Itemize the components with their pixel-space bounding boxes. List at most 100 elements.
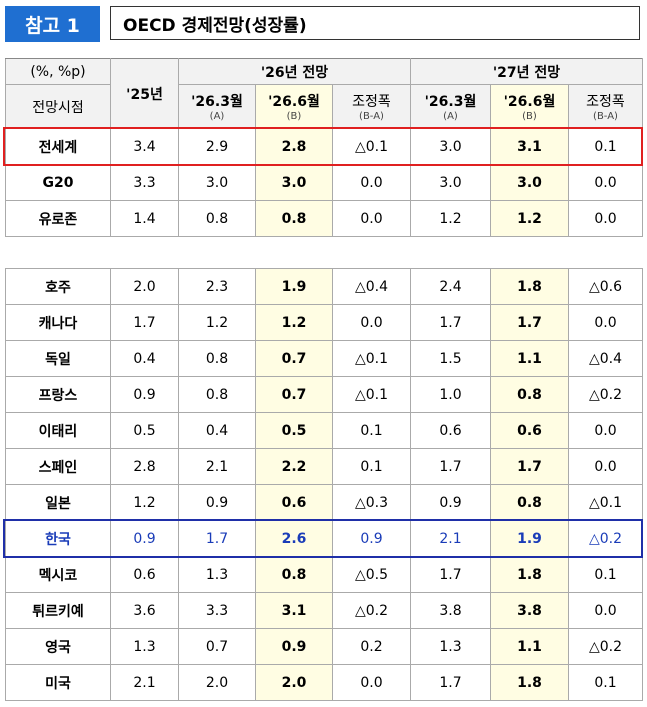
data-row: 영국 1.3 0.7 0.9 0.2 1.3 1.1 △0.2 [5, 628, 643, 665]
cell: 0.4 [110, 340, 179, 377]
cell: 1.3 [110, 628, 179, 665]
cell: 3.3 [110, 164, 179, 201]
cell: 0.5 [255, 412, 333, 449]
cell: 0.9 [410, 484, 491, 521]
row-header: 전망시점 [5, 84, 111, 129]
data-row: 한국 0.9 1.7 2.6 0.9 2.1 1.9 △0.2 [5, 520, 643, 557]
cell: 0.0 [568, 164, 643, 201]
header-row: (%, %p) '25년 '26년 전망 '27년 전망 [5, 58, 643, 129]
cell: △0.4 [332, 268, 411, 305]
cell: 2.8 [255, 128, 333, 165]
col-sub: (B-A) [593, 111, 618, 122]
data-row: 호주 2.0 2.3 1.9 △0.4 2.4 1.8 △0.6 [5, 268, 643, 305]
cell: △0.2 [568, 520, 643, 557]
cell: 3.0 [178, 164, 256, 201]
cell: 2.6 [255, 520, 333, 557]
col-label: '26.3월 [191, 94, 243, 110]
cell: 1.4 [110, 200, 179, 237]
cell: 3.0 [255, 164, 333, 201]
country: 일본 [5, 484, 111, 521]
cell: 1.9 [490, 520, 569, 557]
cell: 0.0 [332, 200, 411, 237]
cell: 0.0 [568, 592, 643, 629]
cell: 1.2 [255, 304, 333, 341]
cell: 1.8 [490, 664, 569, 701]
data-row: 튀르키예 3.6 3.3 3.1 △0.2 3.8 3.8 0.0 [5, 592, 643, 629]
cell: 1.0 [410, 376, 491, 413]
cell: 1.3 [410, 628, 491, 665]
cell: 0.0 [568, 304, 643, 341]
cell: 0.9 [255, 628, 333, 665]
cell: 3.3 [178, 592, 256, 629]
country: 호주 [5, 268, 111, 305]
country: 전세계 [5, 128, 111, 165]
cell: △0.2 [568, 628, 643, 665]
cell: 0.6 [410, 412, 491, 449]
cell: 1.7 [490, 304, 569, 341]
cell: 2.1 [178, 448, 256, 485]
cell: 0.0 [332, 304, 411, 341]
cell: 2.2 [255, 448, 333, 485]
cell: 2.8 [110, 448, 179, 485]
cell: 1.7 [410, 448, 491, 485]
cell: 1.7 [410, 556, 491, 593]
cell: △0.1 [332, 376, 411, 413]
col-label: '26.6월 [268, 94, 320, 110]
col-sub: (A) [443, 111, 458, 122]
cell: 2.0 [255, 664, 333, 701]
cell: 0.5 [110, 412, 179, 449]
cell: 3.0 [490, 164, 569, 201]
cell: △0.3 [332, 484, 411, 521]
spacer-cell [5, 236, 643, 269]
cell: 0.0 [568, 412, 643, 449]
cell: 0.8 [490, 376, 569, 413]
cell: 1.1 [490, 340, 569, 377]
header-row: 전망시점 '26.3월 (A) '26.6월 (B) 조정폭 (B-A) '26.3월 (A) '… [5, 84, 643, 129]
cell: 0.0 [332, 664, 411, 701]
cell: 3.4 [110, 128, 179, 165]
cell: 1.3 [178, 556, 256, 593]
cell: 3.0 [410, 164, 491, 201]
cell: 2.9 [178, 128, 256, 165]
col-label: '26.6월 [503, 94, 556, 110]
col-label: '26.3월 [424, 94, 477, 110]
cell: 0.8 [178, 200, 256, 237]
cell: 2.3 [178, 268, 256, 305]
col-header: '26.6월 (B) [490, 84, 569, 129]
cell: 0.4 [178, 412, 256, 449]
cell: 0.7 [178, 628, 256, 665]
country: 멕시코 [5, 556, 111, 593]
cell: 0.9 [110, 520, 179, 557]
data-row: 전세계 3.4 2.9 2.8 △0.1 3.0 3.1 0.1 [5, 128, 643, 165]
data-row: 유로존 1.4 0.8 0.8 0.0 1.2 1.2 0.0 [5, 200, 643, 237]
cell: △0.2 [332, 592, 411, 629]
cell: 2.0 [178, 664, 256, 701]
data-row: G20 3.3 3.0 3.0 0.0 3.0 3.0 0.0 [5, 164, 643, 201]
cell: 0.1 [568, 664, 643, 701]
data-row: 일본 1.2 0.9 0.6 △0.3 0.9 0.8 △0.1 [5, 484, 643, 521]
cell: △0.1 [332, 128, 411, 165]
cell: △0.6 [568, 268, 643, 305]
cell: △0.4 [568, 340, 643, 377]
cell: 3.1 [255, 592, 333, 629]
data-row: 캐나다 1.7 1.2 1.2 0.0 1.7 1.7 0.0 [5, 304, 643, 341]
country: G20 [5, 164, 111, 201]
cell: 2.1 [110, 664, 179, 701]
cell: 2.0 [110, 268, 179, 305]
cell: 3.6 [110, 592, 179, 629]
cell: 1.2 [178, 304, 256, 341]
cell: △0.1 [568, 484, 643, 521]
tag: 참고 1 [5, 6, 100, 42]
cell: 2.1 [410, 520, 491, 557]
cell: 0.0 [332, 164, 411, 201]
col-label: 조정폭 [586, 94, 625, 110]
country: 유로존 [5, 200, 111, 237]
col-header: '26.3월 (A) [178, 84, 256, 129]
cell: 0.8 [255, 200, 333, 237]
cell: 1.2 [110, 484, 179, 521]
cell: 0.0 [568, 200, 643, 237]
country: 영국 [5, 628, 111, 665]
cell: 0.1 [332, 448, 411, 485]
col-label: 조정폭 [352, 94, 391, 110]
